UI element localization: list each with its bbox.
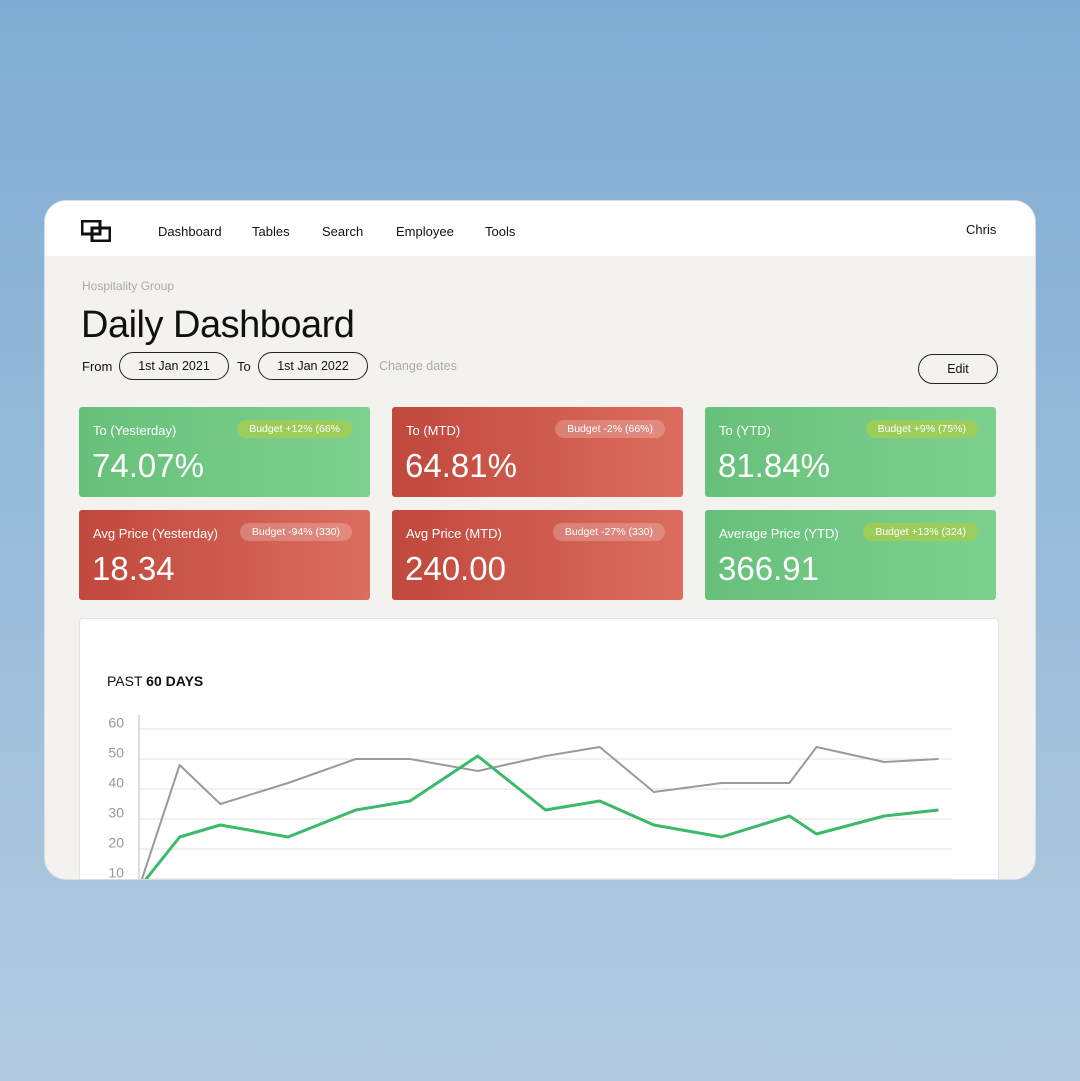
kpi-label: To (Yesterday) bbox=[93, 423, 177, 438]
y-tick-label: 20 bbox=[108, 835, 124, 851]
top-bar: Dashboard Tables Search Employee Tools C… bbox=[45, 201, 1035, 256]
y-tick-label: 60 bbox=[108, 715, 124, 731]
nav-item[interactable]: Dashboard bbox=[158, 224, 222, 239]
kpi-card[interactable]: To (MTD) Budget -2% (66%) 64.81% bbox=[392, 407, 683, 497]
kpi-badge: Budget -2% (66%) bbox=[555, 420, 665, 438]
chart-title: PAST 60 DAYS bbox=[107, 673, 203, 689]
page-title: Daily Dashboard bbox=[81, 304, 355, 346]
y-tick-label: 40 bbox=[108, 775, 124, 791]
to-date[interactable]: 1st Jan 2022 bbox=[258, 352, 368, 380]
y-tick-label: 30 bbox=[108, 805, 124, 821]
chart-panel: PAST 60 DAYS 10 20 30 40 50 60 bbox=[79, 618, 999, 880]
logo bbox=[81, 220, 111, 242]
kpi-badge: Budget -94% (330) bbox=[239, 523, 352, 541]
kpi-label: To (YTD) bbox=[719, 423, 771, 438]
kpi-badge: Budget -27% (330) bbox=[552, 523, 665, 541]
kpi-value: 366.91 bbox=[718, 550, 819, 587]
kpi-card[interactable]: Avg Price (MTD) Budget -27% (330) 240.00 bbox=[392, 510, 683, 600]
subtitle: Hospitality Group bbox=[82, 279, 175, 293]
nav-item[interactable]: Employee bbox=[396, 224, 454, 239]
kpi-value: 81.84% bbox=[718, 447, 830, 484]
from-label: From bbox=[82, 359, 113, 374]
kpi-card[interactable]: To (YTD) Budget +9% (75%) 81.84% bbox=[705, 407, 996, 497]
y-tick-label: 10 bbox=[108, 865, 124, 880]
title-emphasis: 60 DAYS bbox=[146, 673, 203, 689]
kpi-value: 18.34 bbox=[92, 550, 175, 587]
y-tick-label: 50 bbox=[108, 745, 124, 761]
title-part: PAST bbox=[107, 673, 143, 689]
nav-item[interactable]: Tables bbox=[252, 224, 290, 239]
user-name[interactable]: Chris bbox=[966, 222, 997, 237]
series-line bbox=[140, 746, 939, 879]
kpi-card[interactable]: Avg Price (Yesterday) Budget -94% (330) 18… bbox=[79, 510, 370, 600]
to-label: To bbox=[237, 359, 251, 374]
kpi-value: 74.07% bbox=[92, 447, 204, 484]
chart: PAST 60 DAYS 10 20 30 40 50 60 bbox=[107, 673, 952, 880]
kpi-card[interactable]: To (Yesterday) Budget +12% (66% 74.07% bbox=[79, 407, 370, 497]
nav-item[interactable]: Tools bbox=[485, 224, 516, 239]
kpi-badge: Budget +12% (66% bbox=[237, 420, 352, 438]
kpi-label: Avg Price (MTD) bbox=[406, 526, 502, 541]
kpi-card[interactable]: Average Price (YTD) Budget +13% (324) 366.… bbox=[705, 510, 996, 600]
kpi-label: Avg Price (Yesterday) bbox=[93, 526, 219, 541]
kpi-value: 240.00 bbox=[405, 550, 506, 587]
kpi-badge: Budget +13% (324) bbox=[863, 523, 978, 541]
edit-button[interactable]: Edit bbox=[918, 354, 998, 384]
series-line bbox=[144, 754, 939, 879]
kpi-value: 64.81% bbox=[405, 447, 517, 484]
kpi-badge: Budget +9% (75%) bbox=[865, 420, 978, 438]
app-window: Dashboard Tables Search Employee Tools C… bbox=[44, 200, 1036, 880]
nav-item[interactable]: Search bbox=[322, 224, 364, 239]
kpi-label: To (MTD) bbox=[406, 423, 461, 438]
change-dates[interactable]: Change dates bbox=[379, 359, 457, 373]
from-date[interactable]: 1st Jan 2021 bbox=[119, 352, 229, 380]
kpi-label: Average Price (YTD) bbox=[719, 526, 839, 541]
